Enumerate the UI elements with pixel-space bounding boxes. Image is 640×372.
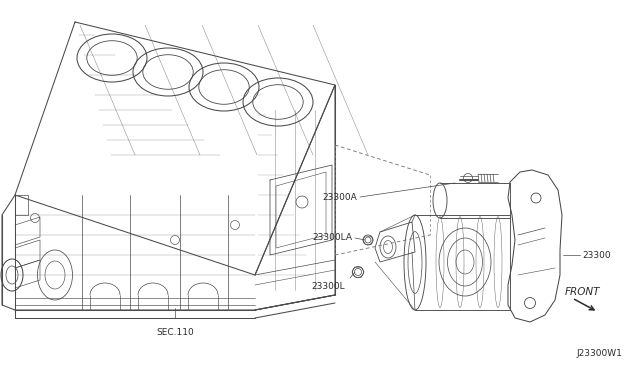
Text: 23300: 23300: [582, 250, 611, 260]
Text: 23300A: 23300A: [323, 192, 357, 202]
Text: J23300W1: J23300W1: [576, 349, 622, 358]
Text: FRONT: FRONT: [565, 287, 600, 297]
Text: 23300LA: 23300LA: [312, 234, 352, 243]
Text: SEC.110: SEC.110: [156, 328, 194, 337]
Text: 23300L: 23300L: [312, 282, 345, 291]
